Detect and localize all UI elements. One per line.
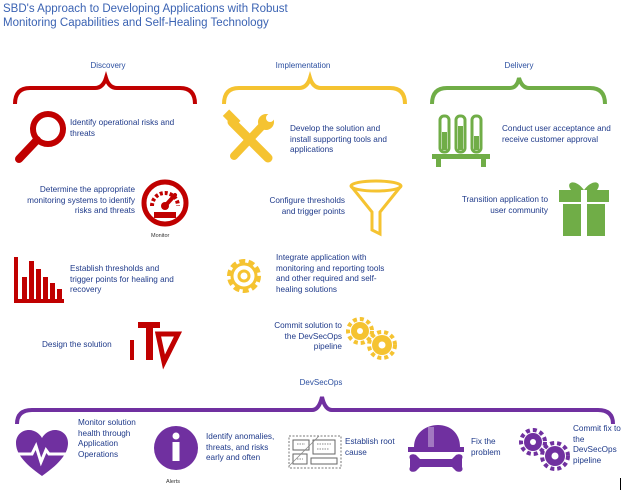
hardhat-wrench-icon bbox=[408, 425, 464, 472]
implementation-item-3: Integrate application with monitoring an… bbox=[276, 253, 385, 294]
bar-chart-icon bbox=[14, 257, 64, 303]
gauge-icon-label: Monitor bbox=[151, 233, 170, 239]
gears-icon bbox=[346, 317, 397, 360]
info-alert-icon bbox=[154, 426, 198, 470]
delivery-item-2: Transition application to user community bbox=[461, 195, 548, 215]
implementation-header: Implementation bbox=[275, 61, 331, 70]
discovery-item-3: Establish thresholds and trigger points … bbox=[70, 264, 174, 294]
devsecops-item-3: Establish root cause bbox=[345, 437, 395, 457]
implementation-item-2: Configure thresholds and trigger points bbox=[269, 196, 345, 216]
devsecops-header: DevSecOps bbox=[299, 378, 343, 387]
devsecops-item-4: Fix the problem bbox=[471, 437, 501, 457]
devsecops-item-2: Identify anomalies, threats, and risks e… bbox=[206, 432, 275, 462]
discovery-item-2: Determine the appropriate monitoring sys… bbox=[27, 185, 135, 215]
delivery-header: Delivery bbox=[504, 61, 534, 70]
tools-icon bbox=[222, 109, 274, 163]
delivery-item-1: Conduct user acceptance and receive cust… bbox=[502, 124, 611, 144]
implementation-item-1: Develop the solution and install support… bbox=[290, 124, 387, 154]
discovery-item-1: Identify operational risks and threats bbox=[70, 118, 175, 138]
info-alert-icon-label: Alerts bbox=[166, 479, 181, 485]
gauge-icon bbox=[141, 179, 189, 227]
cursor-mark bbox=[620, 478, 621, 490]
page-title: SBD's Approach to Developing Application… bbox=[3, 3, 288, 29]
discovery-header: Discovery bbox=[90, 61, 126, 70]
heart-monitor-icon bbox=[16, 430, 68, 476]
gear-icon bbox=[227, 259, 261, 293]
gears-icon bbox=[519, 428, 570, 471]
design-tools-icon bbox=[130, 322, 183, 370]
discovery-item-4: Design the solution bbox=[42, 340, 112, 349]
funnel-icon bbox=[349, 179, 403, 237]
gift-icon bbox=[559, 182, 609, 236]
test-tubes-icon bbox=[432, 114, 490, 167]
implementation-item-4: Commit solution to the DevSecOps pipelin… bbox=[274, 321, 342, 351]
blueprint-icon bbox=[288, 435, 342, 469]
devsecops-item-1: Monitor solution health through Applicat… bbox=[78, 418, 136, 459]
devsecops-item-5: Commit fix to the DevSecOps pipeline bbox=[573, 424, 621, 465]
magnifier-icon bbox=[15, 111, 66, 163]
